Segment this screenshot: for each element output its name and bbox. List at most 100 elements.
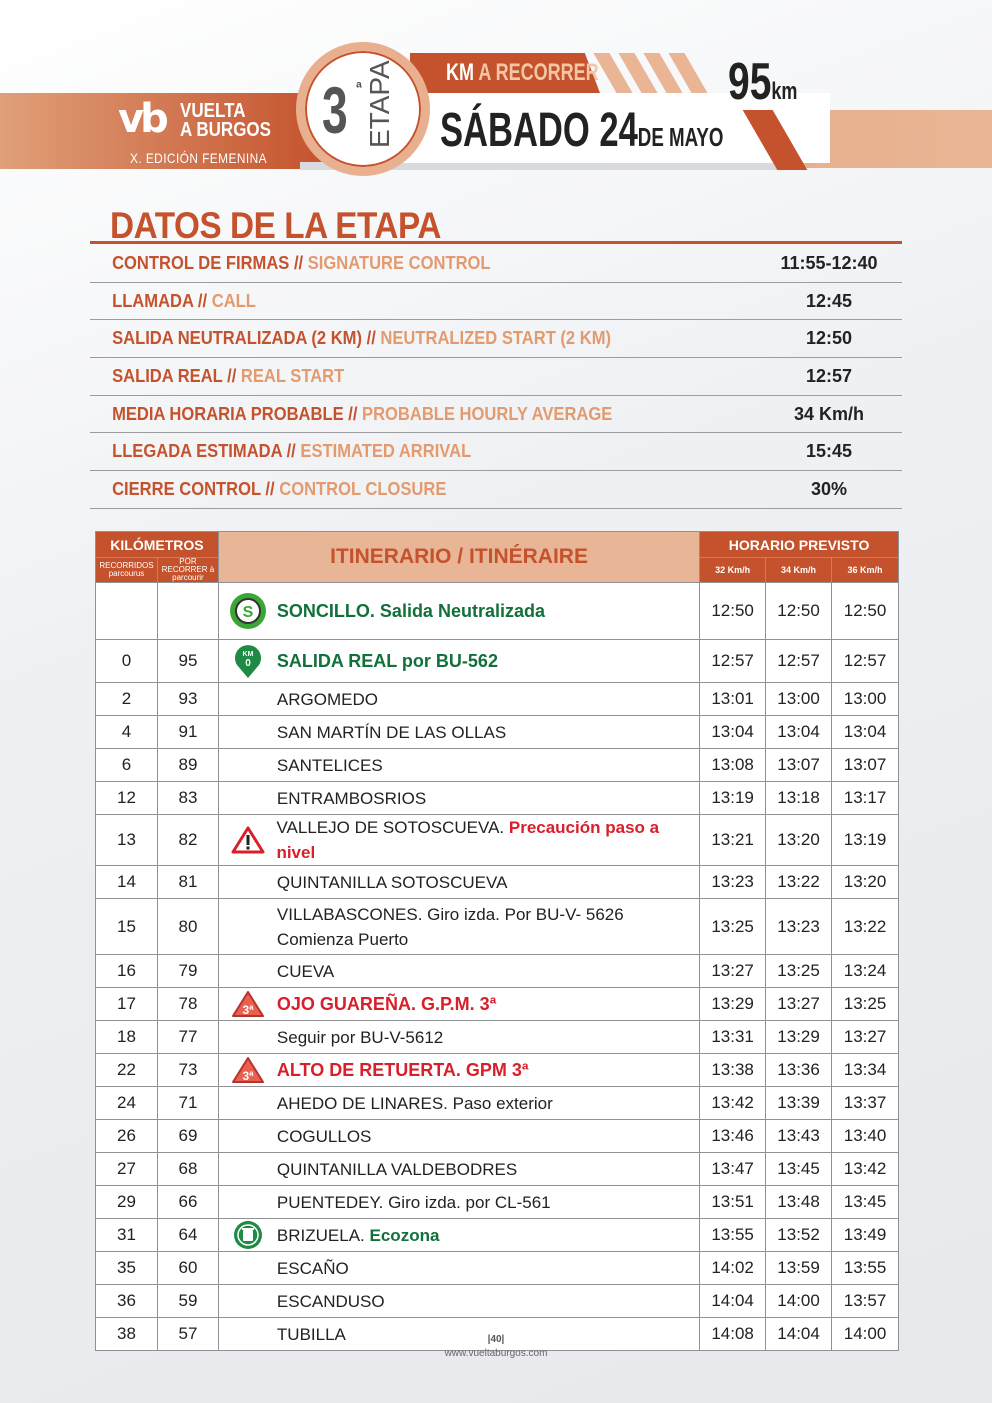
route-place: QUINTANILLA VALDEBODRES (219, 1157, 699, 1182)
logo-line1: VUELTA (180, 100, 246, 122)
route-text: ARGOMEDO (277, 687, 378, 712)
date-main: SÁBADO 24 (440, 104, 638, 157)
km-done: 38 (95, 1317, 158, 1351)
km-done: 2 (95, 682, 158, 716)
scheduled-time: 13:45 (765, 1152, 833, 1186)
table-row: 35 60 ESCAÑO 14:02 13:59 13:55 (95, 1251, 899, 1285)
route-text: QUINTANILLA VALDEBODRES (277, 1157, 517, 1182)
km-remaining: 83 (156, 781, 219, 815)
place-name: ESCANDUSO (276, 1291, 385, 1311)
route-place: COGULLOS (219, 1124, 699, 1149)
scheduled-time: 13:01 (699, 682, 767, 716)
route-cell: PUENTEDEY. Giro izda. por CL-561 (217, 1185, 701, 1219)
route-place: ENTRAMBOSRIOS (219, 786, 699, 811)
place-name: TUBILLA (276, 1324, 346, 1344)
speed-header: 34 Km/h (765, 557, 833, 583)
schedule-header: HORARIO PREVISTO (699, 531, 899, 558)
route-cell: VALLEJO DE SOTOSCUEVA. Precaución paso a… (217, 814, 701, 866)
km-done: 13 (95, 814, 158, 866)
table-row: 12 83 ENTRAMBOSRIOS 13:19 13:18 13:17 (95, 781, 899, 815)
table-row: 22 73 3ª ALTO DE RETUERTA. GPM 3ª 13:38 13:36… (95, 1053, 899, 1087)
label-separator: // (343, 403, 363, 424)
stage-badge (296, 42, 430, 176)
table-row: 36 59 ESCANDUSO 14:04 14:00 13:57 (95, 1284, 899, 1318)
stage-data-row: MEDIA HORARIA PROBABLE // PROBABLE HOURL… (90, 396, 902, 434)
label-separator: // (289, 252, 308, 273)
scheduled-time: 13:42 (831, 1152, 899, 1186)
km-remaining: 79 (156, 954, 219, 988)
scheduled-time: 13:25 (765, 954, 833, 988)
table-row: 4 91 SAN MARTÍN DE LAS OLLAS 13:04 13:04 13:0… (95, 715, 899, 749)
scheduled-time: 13:07 (765, 748, 833, 782)
stage-date: SÁBADO 24DE MAYO (440, 103, 723, 158)
route-cell: KM 0 SALIDA REAL por BU-562 (217, 639, 701, 683)
route-cell: 3ª ALTO DE RETUERTA. GPM 3ª (217, 1053, 701, 1087)
scheduled-time: 13:29 (765, 1020, 833, 1054)
stage-data-row: LLEGADA ESTIMADA // ESTIMATED ARRIVAL 15:… (90, 433, 902, 472)
label-separator: // (193, 290, 212, 311)
table-row: 17 78 3ª OJO GUAREÑA. G.P.M. 3ª 13:29 13:27 13… (95, 987, 899, 1021)
scheduled-time: 13:19 (831, 814, 899, 866)
stage-data-value: 34 Km/h (793, 403, 865, 424)
place-name: CUEVA (276, 961, 335, 981)
label-en: ESTIMATED ARRIVAL (300, 441, 472, 462)
place-name: ALTO DE RETUERTA. GPM 3ª (276, 1059, 529, 1080)
route-text: Seguir por BU-V-5612 (277, 1025, 443, 1050)
km-label: KM A RECORRER (446, 59, 599, 87)
route-cell: Seguir por BU-V-5612 (217, 1020, 701, 1054)
website-url: www.vueltaburgos.com (444, 1348, 548, 1359)
scheduled-time: 13:48 (765, 1185, 833, 1219)
km-remaining: 71 (156, 1086, 219, 1120)
km-remaining: 82 (156, 814, 219, 866)
label-en: CALL (211, 290, 256, 311)
route-place: SAN MARTÍN DE LAS OLLAS (219, 720, 699, 745)
route-place: TUBILLA (219, 1322, 699, 1347)
scheduled-time: 13:57 (831, 1284, 899, 1318)
place-name: OJO GUAREÑA. G.P.M. 3ª (276, 993, 497, 1014)
route-place: KM 0 SALIDA REAL por BU-562 (219, 643, 699, 679)
stage-data-row: SALIDA REAL // REAL START 12:57 (90, 358, 902, 396)
speed-header: 32 Km/h (699, 557, 767, 583)
ecozone-bin-icon (233, 1220, 263, 1250)
mountain-3rd-cat-icon: 3ª (231, 990, 265, 1018)
label-es: SALIDA NEUTRALIZADA (2 KM) (112, 328, 363, 349)
km-remaining: 59 (156, 1284, 219, 1318)
scheduled-time: 13:27 (699, 954, 767, 988)
date-month: DE MAYO (637, 122, 724, 152)
stage-ordinal: ª (356, 80, 362, 97)
route-place: S SONCILLO. Salida Neutralizada (219, 592, 699, 630)
km-done: 29 (95, 1185, 158, 1219)
route-place: 3ª OJO GUAREÑA. G.P.M. 3ª (219, 990, 699, 1018)
label-en: PROBABLE HOURLY AVERAGE (362, 403, 613, 424)
label-en: SIGNATURE CONTROL (307, 252, 491, 273)
scheduled-time: 12:57 (765, 639, 833, 683)
route-text: CUEVA (277, 959, 334, 984)
scheduled-time: 12:57 (831, 639, 899, 683)
route-cell: QUINTANILLA VALDEBODRES (217, 1152, 701, 1186)
table-row: 24 71 AHEDO DE LINARES. Paso exterior 13:42… (95, 1086, 899, 1120)
place-name: Seguir por BU-V-5612 (276, 1027, 444, 1047)
stage-data-value: 11:55-12:40 (780, 252, 878, 273)
scheduled-time: 13:51 (699, 1185, 767, 1219)
stage-data-label: CIERRE CONTROL // CONTROL CLOSURE (90, 479, 703, 500)
scheduled-time: 13:20 (831, 865, 899, 899)
km-done: 6 (95, 748, 158, 782)
route-cell: SAN MARTÍN DE LAS OLLAS (217, 715, 701, 749)
km-done: 12 (95, 781, 158, 815)
route-text: VALLEJO DE SOTOSCUEVA. Precaución paso a… (276, 815, 699, 865)
scheduled-time: 13:43 (765, 1119, 833, 1153)
place-name: ENTRAMBOSRIOS (276, 788, 427, 808)
km-done: 0 (95, 639, 158, 683)
label-es: LLAMADA (112, 290, 194, 311)
scheduled-time: 14:00 (831, 1317, 899, 1351)
svg-text:S: S (243, 604, 254, 621)
route-cell: ESCAÑO (217, 1251, 701, 1285)
distance-unit: km (771, 78, 798, 105)
label-es: CONTROL DE FIRMAS (112, 252, 290, 273)
route-place: 3ª ALTO DE RETUERTA. GPM 3ª (219, 1056, 699, 1084)
scheduled-time: 13:55 (699, 1218, 767, 1252)
route-icon-slot: KM 0 (219, 643, 277, 679)
scheduled-time: 13:17 (831, 781, 899, 815)
stage-distance: 95km (728, 52, 797, 112)
table-row: 31 64 BRIZUELA. Ecozona 13:55 13:52 13:49 (95, 1218, 899, 1252)
